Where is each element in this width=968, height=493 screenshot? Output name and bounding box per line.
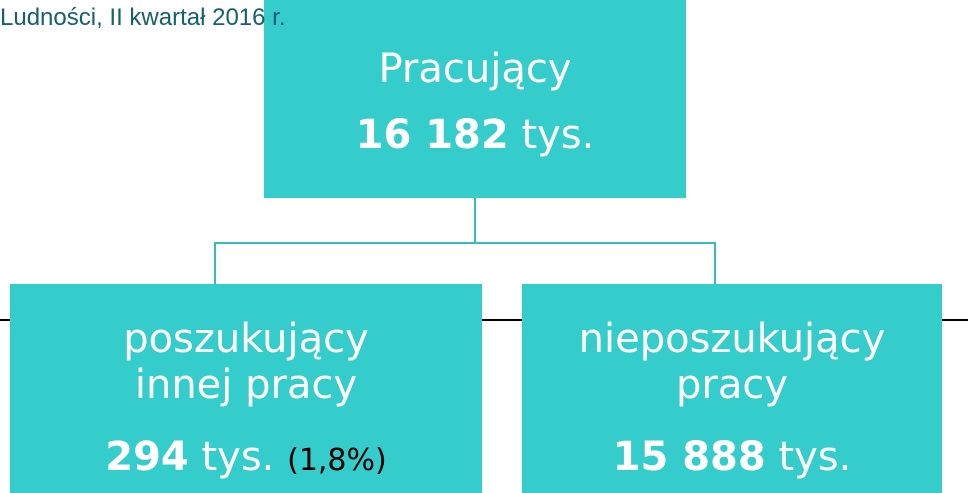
node-value-line: 294 tys. (1,8%) <box>10 434 482 484</box>
node-box: nieposzukujący pracy 15 888 tys. <box>522 284 942 493</box>
node-unit: tys. <box>521 112 595 158</box>
node-label: pracy <box>675 362 788 408</box>
node-label: innej pracy <box>134 362 358 408</box>
node-note: (1,8%) <box>287 443 387 478</box>
node-box: poszukujący innej pracy 294 tys. (1,8%) <box>10 284 482 493</box>
tree-lines <box>214 197 716 284</box>
node-value: 15 888 <box>612 434 766 480</box>
node-unit: tys. <box>201 434 275 480</box>
node-value-line: 16 182 tys. <box>264 112 686 158</box>
node-box: Pracujący 16 182 tys. <box>264 0 686 198</box>
node-unit: tys. <box>778 434 852 480</box>
node-label: nieposzukujący <box>578 316 886 362</box>
node-value: 294 <box>105 434 189 480</box>
node-label: poszukujący <box>123 316 369 362</box>
header-title: Ludności, II kwartał 2016 r. <box>0 4 286 31</box>
node-label: Pracujący <box>378 46 572 92</box>
node-value: 16 182 <box>355 112 509 158</box>
node-value-line: 15 888 tys. <box>522 434 942 480</box>
